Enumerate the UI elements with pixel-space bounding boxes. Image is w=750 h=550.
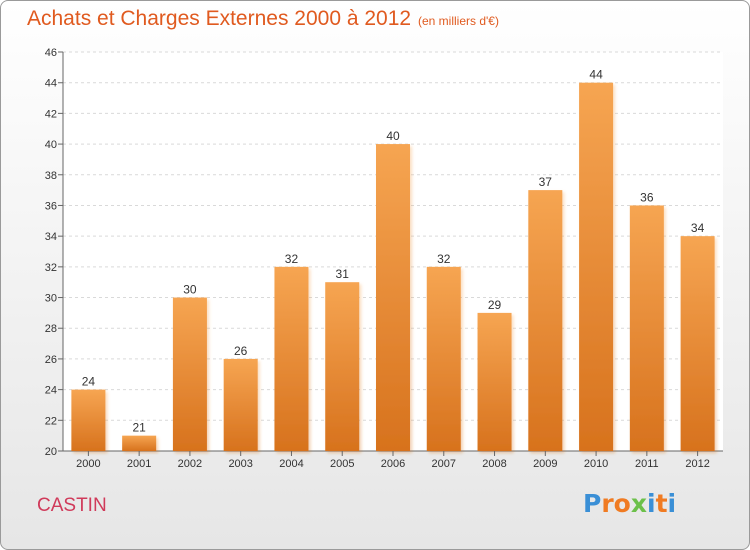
- x-tick-label: 2012: [685, 458, 709, 470]
- bar: [426, 266, 461, 451]
- bar: [528, 190, 563, 451]
- logo-letter: t: [655, 489, 668, 518]
- x-tick-label: 2006: [381, 458, 405, 470]
- y-tick-label: 32: [45, 262, 57, 274]
- bar: [172, 297, 207, 451]
- proxiti-logo[interactable]: Proxiti: [583, 489, 676, 518]
- chart-title: Achats et Charges Externes 2000 à 2012: [27, 7, 412, 30]
- x-tick-label: 2011: [635, 458, 659, 470]
- bar-value-label: 32: [285, 252, 299, 266]
- bar-value-label: 44: [589, 68, 603, 82]
- bar-value-label: 29: [488, 298, 502, 312]
- logo-letter: i: [647, 489, 656, 518]
- bar-value-label: 30: [183, 283, 197, 297]
- commune-name: CASTIN: [37, 495, 107, 516]
- bar: [629, 205, 664, 451]
- y-tick-label: 38: [45, 170, 57, 182]
- y-tick-label: 40: [45, 139, 57, 151]
- logo-letter: P: [583, 489, 602, 518]
- bar: [477, 312, 512, 451]
- y-tick-label: 42: [45, 108, 57, 120]
- y-tick-label: 34: [45, 231, 57, 243]
- x-tick-label: 2010: [584, 458, 608, 470]
- bar-value-label: 36: [640, 190, 654, 204]
- bar-value-label: 24: [82, 375, 96, 389]
- chart-unit: (en milliers d'€): [418, 14, 499, 28]
- bar: [71, 389, 106, 451]
- x-tick-label: 2001: [127, 458, 151, 470]
- y-tick-label: 36: [45, 200, 57, 212]
- x-tick-label: 2005: [330, 458, 354, 470]
- x-tick-label: 2009: [533, 458, 557, 470]
- y-tick-label: 46: [45, 47, 57, 59]
- bar-value-label: 34: [691, 221, 705, 235]
- bar: [376, 144, 410, 452]
- logo-letter: i: [667, 489, 677, 518]
- y-tick-label: 30: [45, 293, 57, 305]
- bar-value-label: 31: [336, 267, 350, 281]
- bar: [223, 358, 258, 451]
- bar: [122, 435, 157, 451]
- x-tick-label: 2003: [228, 458, 252, 470]
- bar-value-label: 21: [132, 421, 146, 435]
- y-tick-label: 26: [45, 354, 57, 366]
- y-tick-label: 20: [45, 446, 57, 458]
- x-tick-label: 2002: [178, 458, 202, 470]
- bar: [325, 282, 360, 451]
- y-tick-label: 44: [45, 78, 57, 90]
- logo-letter: r: [601, 489, 614, 518]
- bar-value-label: 32: [437, 252, 451, 266]
- logo-letter: o: [613, 489, 631, 518]
- y-tick-label: 24: [45, 385, 57, 397]
- x-tick-label: 2007: [432, 458, 456, 470]
- bar-value-label: 37: [539, 175, 553, 189]
- y-tick-label: 28: [45, 323, 57, 335]
- logo-letter: x: [630, 489, 647, 518]
- x-tick-label: 2004: [279, 458, 303, 470]
- y-tick-label: 22: [45, 415, 57, 427]
- bar: [274, 266, 309, 451]
- bar: [680, 236, 715, 451]
- bar-value-label: 26: [234, 344, 248, 358]
- x-tick-label: 2000: [76, 458, 100, 470]
- bar-value-label: 40: [386, 129, 400, 143]
- bar: [579, 82, 614, 451]
- x-tick-label: 2008: [482, 458, 506, 470]
